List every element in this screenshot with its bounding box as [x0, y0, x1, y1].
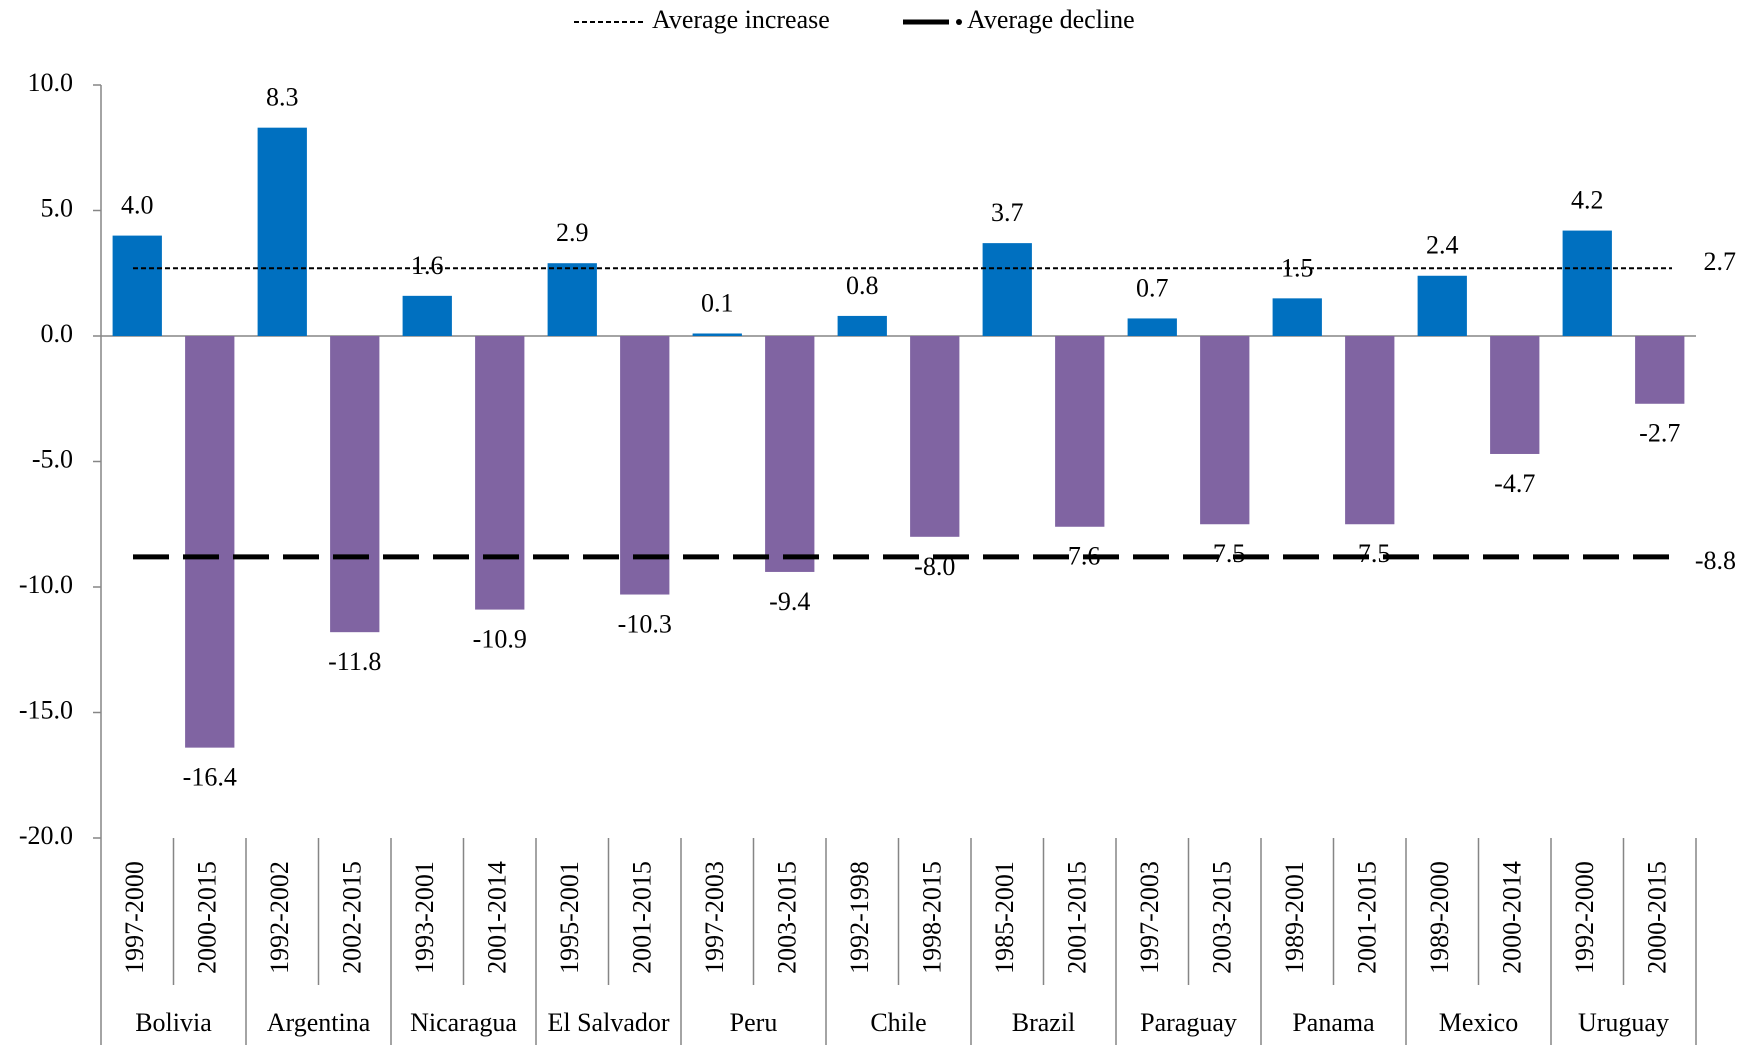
- bar: [1490, 336, 1540, 454]
- legend-marker: [956, 19, 962, 25]
- x-tick-label: 1997-2003: [1135, 861, 1164, 974]
- group-label: Argentina: [267, 1008, 371, 1037]
- value-label: -7.5: [1204, 539, 1245, 568]
- x-tick-label: 1992-2000: [1570, 861, 1599, 974]
- legend-label: Average increase: [652, 5, 830, 34]
- reference-label: 2.7: [1704, 247, 1737, 276]
- value-label: 4.0: [121, 191, 154, 220]
- x-tick-label: 2000-2015: [1643, 861, 1672, 974]
- bar: [330, 336, 380, 633]
- group-label: Paraguay: [1140, 1008, 1237, 1037]
- group-label: El Salvador: [547, 1008, 669, 1037]
- x-tick-label: 1989-2001: [1280, 861, 1309, 974]
- group-label: Uruguay: [1578, 1008, 1669, 1037]
- y-tick-label: -5.0: [32, 444, 73, 473]
- value-label: -11.8: [328, 647, 381, 676]
- bar: [1635, 336, 1685, 404]
- group-label: Brazil: [1012, 1008, 1076, 1037]
- x-tick-label: 1992-1998: [845, 861, 874, 974]
- x-tick-label: 1995-2001: [555, 861, 584, 974]
- value-label: 2.9: [556, 218, 589, 247]
- x-tick-label: 2003-2015: [773, 861, 802, 974]
- x-tick-label: 2001-2015: [628, 861, 657, 974]
- value-label: -9.4: [769, 587, 810, 616]
- group-label: Peru: [730, 1008, 778, 1037]
- value-label: 4.2: [1571, 186, 1604, 215]
- bar: [547, 263, 597, 336]
- bar: [185, 336, 235, 748]
- value-label: -10.9: [473, 625, 527, 654]
- x-tick-label: 2002-2015: [338, 861, 367, 974]
- y-tick-label: -20.0: [19, 821, 73, 850]
- y-tick-label: 0.0: [41, 319, 74, 348]
- x-tick-label: 1992-2002: [265, 861, 294, 974]
- y-tick-label: -10.0: [19, 570, 73, 599]
- bar: [1417, 275, 1467, 336]
- bar: [1200, 336, 1250, 525]
- value-label: 8.3: [266, 83, 299, 112]
- group-label: Bolivia: [135, 1008, 212, 1037]
- bar: [1055, 336, 1105, 527]
- value-label: 2.4: [1426, 231, 1459, 260]
- value-label: -4.7: [1494, 469, 1535, 498]
- x-tick-label: 1997-2000: [120, 861, 149, 974]
- value-label: 0.1: [701, 288, 734, 317]
- bar: [692, 333, 742, 336]
- x-tick-label: 2003-2015: [1208, 861, 1237, 974]
- group-label: Mexico: [1439, 1008, 1518, 1037]
- value-label: -10.3: [618, 609, 672, 638]
- x-tick-label: 2001-2015: [1063, 861, 1092, 974]
- y-tick-label: -15.0: [19, 695, 73, 724]
- x-tick-label: 2001-2014: [483, 861, 512, 974]
- bar: [1272, 298, 1322, 336]
- y-tick-label: 10.0: [28, 68, 74, 97]
- group-label: Nicaragua: [410, 1008, 517, 1037]
- bar: [1562, 230, 1612, 336]
- x-tick-label: 1993-2001: [410, 861, 439, 974]
- value-label: -2.7: [1639, 419, 1680, 448]
- value-label: -16.4: [183, 763, 237, 792]
- x-tick-label: 2001-2015: [1353, 861, 1382, 974]
- value-label: 3.7: [991, 198, 1024, 227]
- value-label: -7.5: [1349, 539, 1390, 568]
- bar: [765, 336, 815, 572]
- x-tick-label: 2000-2014: [1498, 861, 1527, 974]
- bar: [1345, 336, 1395, 525]
- legend-label: Average decline: [967, 5, 1135, 34]
- bar: [475, 336, 525, 610]
- x-tick-label: 1989-2000: [1425, 861, 1454, 974]
- bar: [620, 336, 670, 595]
- x-tick-label: 2000-2015: [193, 861, 222, 974]
- bar: [402, 295, 452, 336]
- group-label: Chile: [870, 1008, 926, 1037]
- bar: [112, 235, 162, 336]
- value-label: 0.8: [846, 271, 879, 300]
- value-label: 0.7: [1136, 273, 1169, 302]
- bar: [982, 243, 1032, 336]
- x-tick-label: 1985-2001: [990, 861, 1019, 974]
- bar: [257, 127, 307, 336]
- bar: [837, 315, 887, 336]
- reference-label: -8.8: [1695, 546, 1736, 575]
- group-label: Panama: [1292, 1008, 1375, 1037]
- y-tick-label: 5.0: [41, 193, 74, 222]
- bar: [910, 336, 960, 537]
- x-tick-label: 1997-2003: [700, 861, 729, 974]
- bar: [1127, 318, 1177, 336]
- x-tick-label: 1998-2015: [918, 861, 947, 974]
- value-label: 1.6: [411, 251, 444, 280]
